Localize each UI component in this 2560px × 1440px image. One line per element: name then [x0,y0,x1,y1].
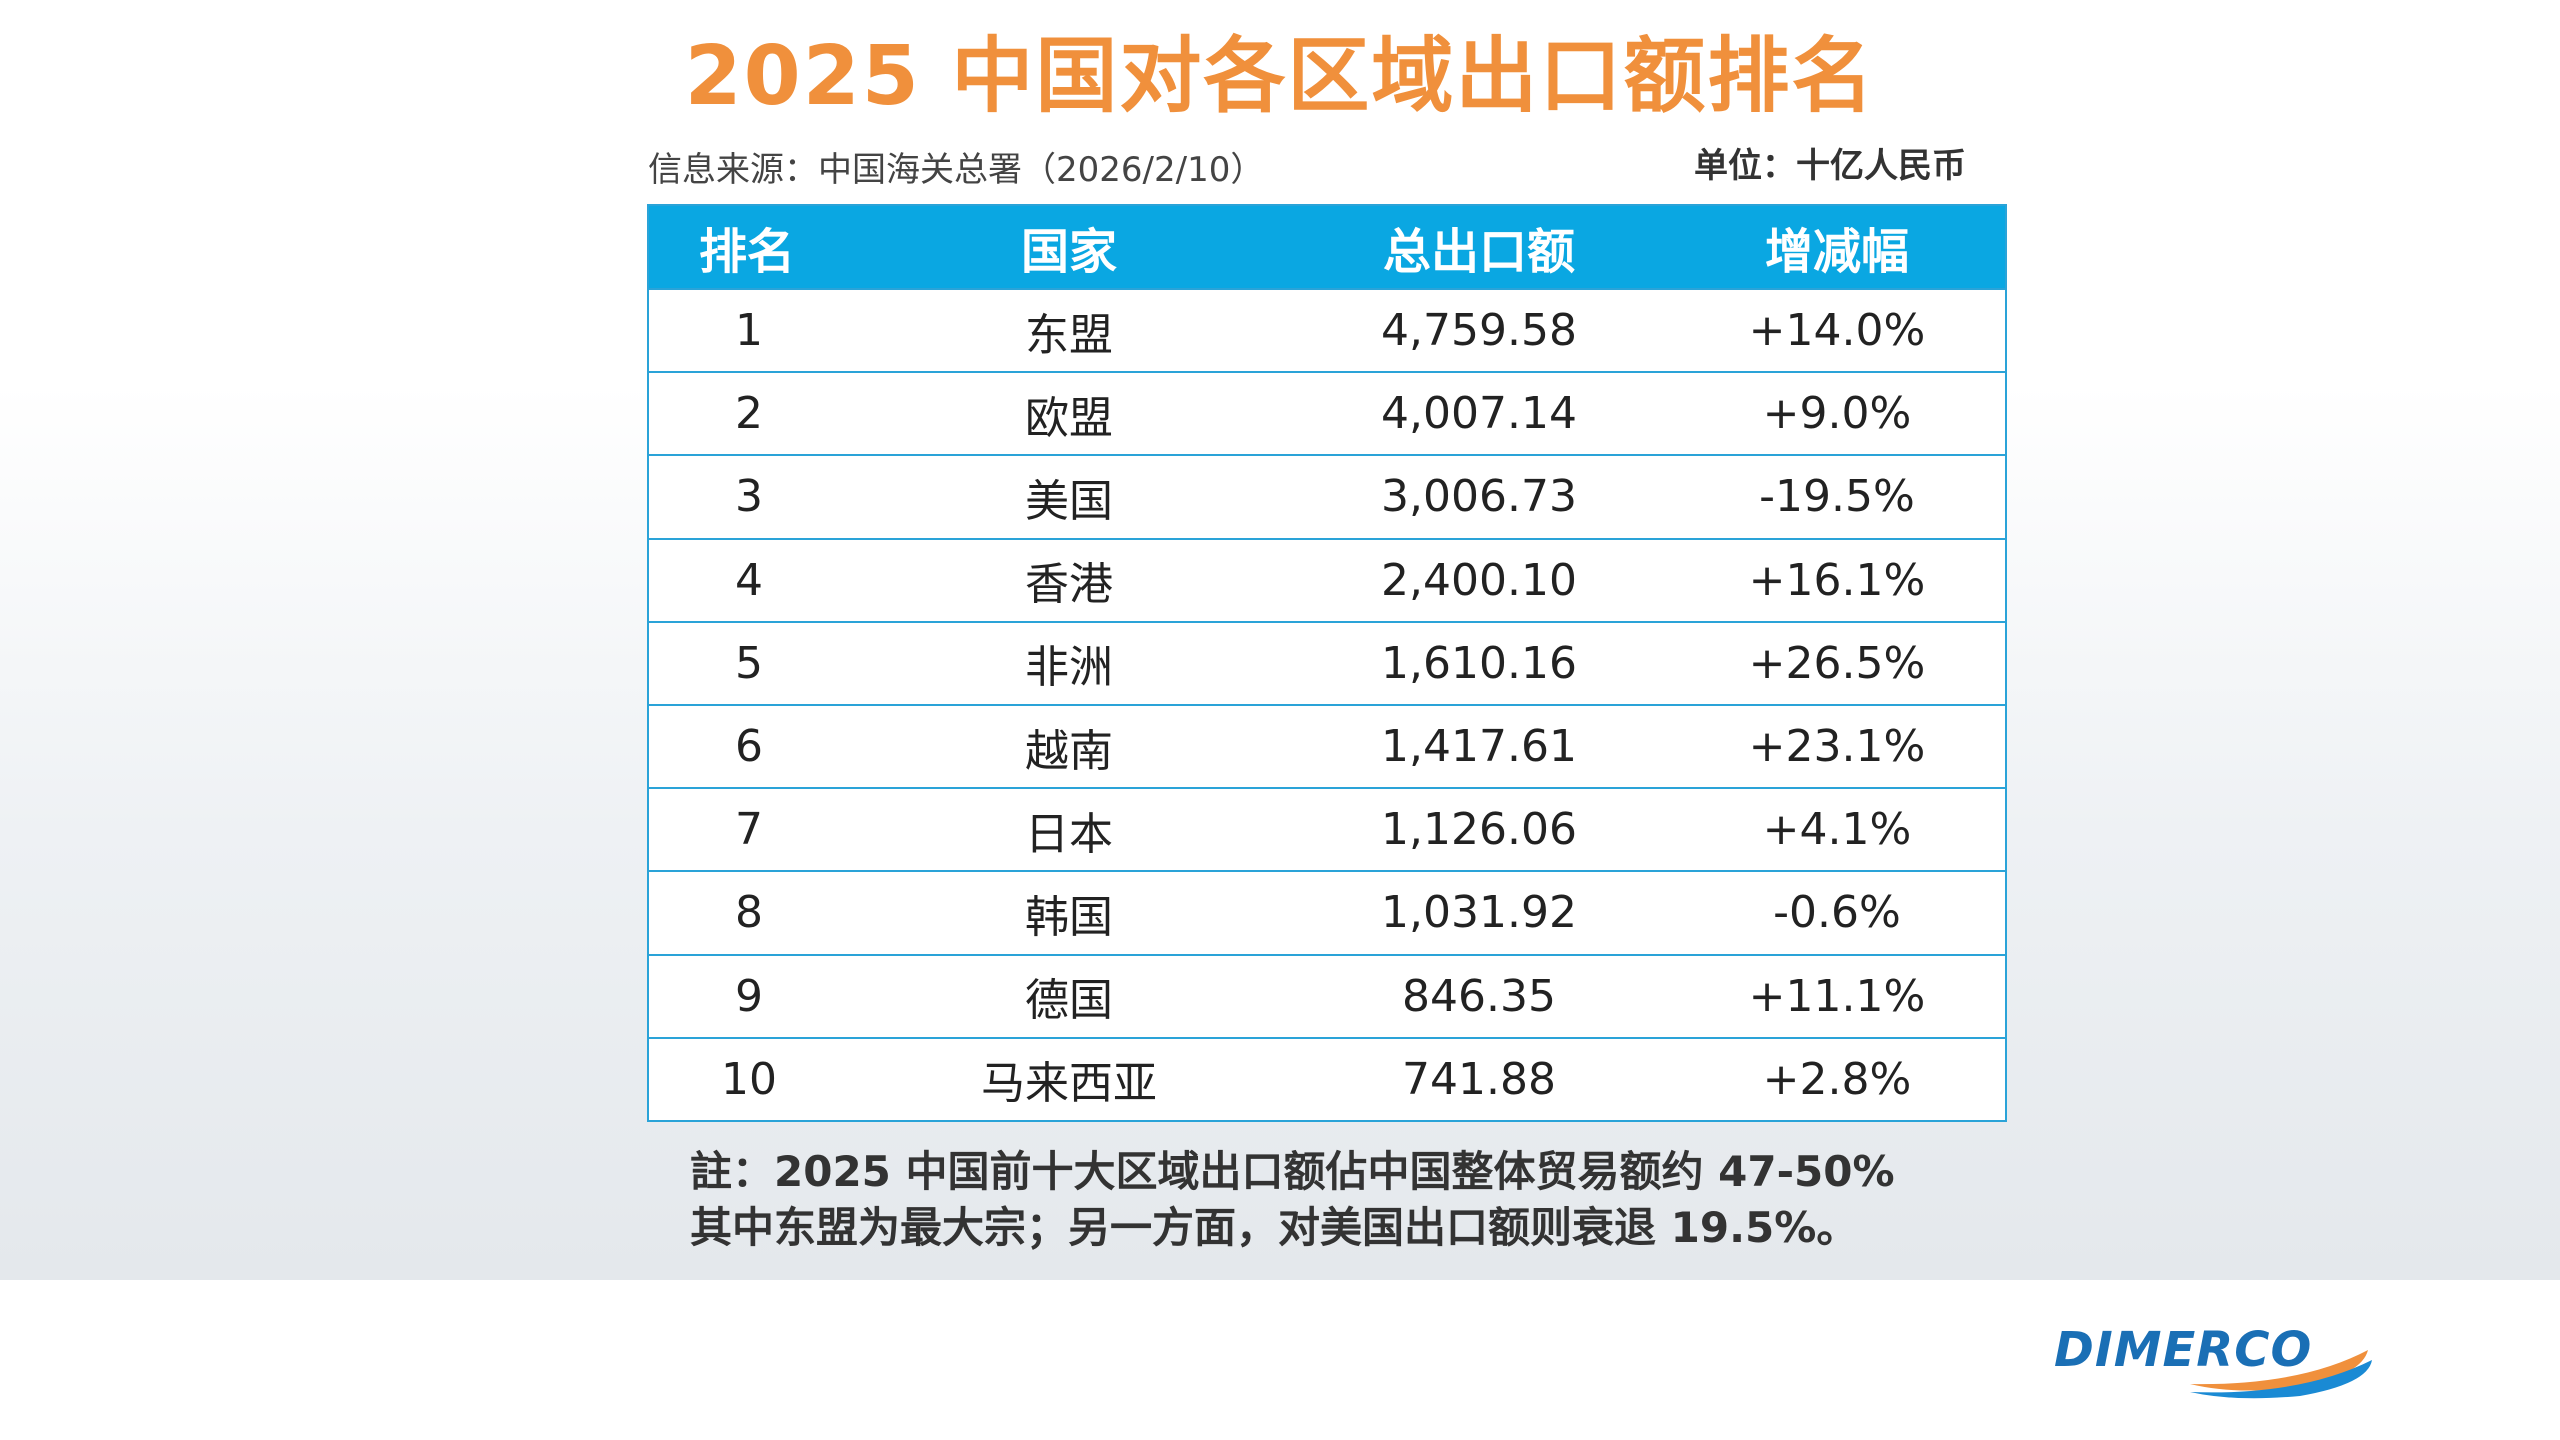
header-region: 国家 [1020,224,1117,280]
cell-region: 香港 [1025,559,1113,611]
table-row: 3 美国 3,006.73 -19.5% [649,454,2005,537]
cell-rank: 1 [735,305,763,357]
table-row: 4 香港 2,400.10 +16.1% [649,537,2005,621]
table-row: 9 德国 846.35 +11.1% [649,953,2005,1037]
cell-amount: 846.35 [1402,970,1556,1022]
table-row: 10 马来西亚 741.88 +2.8% [649,1036,2005,1120]
cell-rank: 10 [721,1053,777,1105]
header-amount: 总出口额 [1382,224,1575,280]
cell-rank: 5 [735,637,763,689]
cell-region: 东盟 [1025,309,1113,361]
footnote-line-1: 註：2025 中国前十大区域出口额佔中国整体贸易额约 47-50% [690,1147,1895,1196]
source-caption: 信息来源：中国海关总署（2026/2/10） [648,150,1265,190]
cell-change: +26.5% [1748,637,1926,689]
cell-rank: 9 [735,970,763,1022]
cell-amount: 1,417.61 [1381,721,1577,773]
cell-rank: 8 [735,887,763,939]
cell-amount: 4,007.14 [1381,388,1577,440]
logo-swoosh-icon [2190,1350,2372,1399]
cell-rank: 7 [735,804,763,856]
table-row: 2 欧盟 4,007.14 +9.0% [649,371,2005,454]
page-title: 2025 中国对各区域出口额排名 [684,29,1876,124]
header-rank: 排名 [699,224,796,280]
cell-change: +4.1% [1762,804,1912,856]
cell-amount: 741.88 [1402,1053,1556,1105]
cell-region: 非洲 [1025,642,1113,694]
cell-change: +2.8% [1762,1053,1912,1105]
cell-change: +9.0% [1762,388,1912,440]
cell-amount: 4,759.58 [1381,305,1577,357]
cell-change: -0.6% [1773,887,1901,939]
logo-wordmark: DIMERCO [2054,1322,2313,1378]
cell-region: 越南 [1025,725,1113,777]
cell-rank: 2 [735,388,763,440]
table-row: 5 非洲 1,610.16 +26.5% [649,620,2005,704]
cell-rank: 4 [735,554,763,606]
cell-change: +23.1% [1748,721,1926,773]
unit-caption: 单位：十亿人民币 [1694,146,1966,186]
cell-amount: 1,031.92 [1381,887,1577,939]
cell-amount: 1,126.06 [1381,804,1577,856]
table-row: 1 东盟 4,759.58 +14.0% [649,288,2005,371]
cell-change: +14.0% [1748,305,1926,357]
export-ranking-table: 排名 国家 总出口额 增减幅 1 东盟 4,759.58 +14.0% 2 欧盟… [647,204,2007,1122]
footnote-line-2: 其中东盟为最大宗；另一方面，对美国出口额则衰退 19.5%。 [690,1203,1859,1252]
cell-change: -19.5% [1759,471,1915,523]
cell-region: 欧盟 [1025,392,1113,444]
cell-amount: 3,006.73 [1381,471,1577,523]
cell-region: 美国 [1025,475,1113,527]
dimerco-logo: DIMERCO [2050,1320,2390,1400]
table-header-row: 排名 国家 总出口额 增减幅 [649,206,2005,288]
header-change: 增减幅 [1764,224,1909,280]
table-row: 8 韩国 1,031.92 -0.6% [649,870,2005,953]
table-row: 7 日本 1,126.06 +4.1% [649,787,2005,870]
cell-region: 德国 [1025,975,1113,1027]
footnote: 註：2025 中国前十大区域出口额佔中国整体贸易额约 47-50% 其中东盟为最… [690,1144,1990,1256]
table-row: 6 越南 1,417.61 +23.1% [649,703,2005,787]
cell-amount: 2,400.10 [1381,554,1577,606]
cell-amount: 1,610.16 [1381,637,1577,689]
cell-region: 日本 [1025,808,1113,860]
cell-change: +16.1% [1748,554,1926,606]
cell-rank: 6 [735,721,763,773]
cell-change: +11.1% [1748,970,1926,1022]
cell-region: 马来西亚 [981,1058,1157,1110]
cell-rank: 3 [735,471,763,523]
cell-region: 韩国 [1025,891,1113,943]
